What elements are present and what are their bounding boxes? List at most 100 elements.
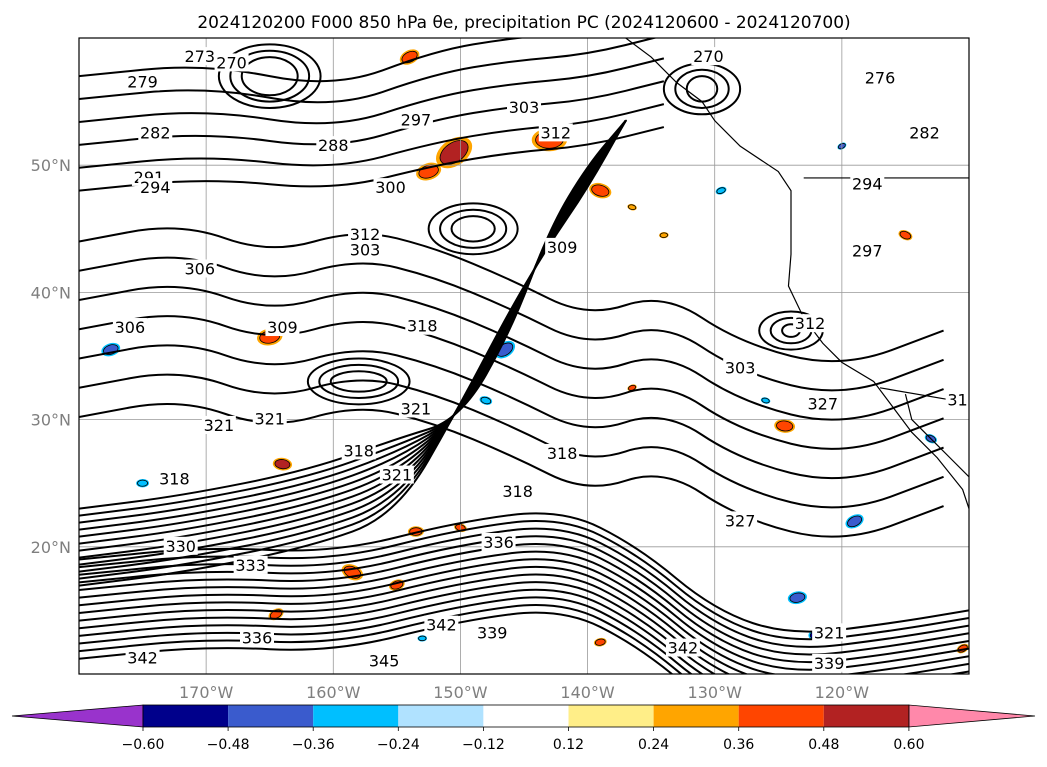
contour-label-bg — [252, 409, 287, 428]
theta-e-contour-closed — [240, 56, 299, 97]
theta-e-contour-line — [79, 588, 704, 674]
contour-label: 321 — [254, 410, 285, 429]
contour-label-bg — [112, 318, 147, 337]
contour-label-bg — [240, 628, 274, 647]
theta-e-contour-line — [79, 120, 627, 587]
latitude-tick-label: 50°N — [31, 156, 71, 175]
contour-label: 336 — [242, 628, 273, 647]
contour-label-bg — [201, 415, 236, 434]
colorbar-extend-high — [908, 704, 1036, 728]
precip-negative-area — [845, 514, 864, 529]
longitude-tick-labels: 170°W 160°W 150°W 140°W 130°W 120°W — [179, 683, 869, 702]
colorbar-tick-label: 0.60 — [893, 737, 924, 753]
contour-label: 318 — [343, 441, 374, 460]
contour-label-bg — [138, 178, 173, 197]
theta-e-contour-closed — [217, 43, 322, 109]
precip-negative-area — [417, 635, 428, 642]
contour-label: 294 — [852, 174, 883, 193]
contour-label-bg — [665, 638, 700, 657]
contour-label: 339 — [477, 623, 508, 642]
gulf-coast-path — [904, 394, 969, 478]
theta-e-contour-line — [79, 550, 969, 671]
theta-e-contour-line — [79, 543, 969, 664]
contour-label-bg — [348, 225, 383, 244]
contour-label: 309 — [547, 238, 578, 257]
precip-positive-area — [627, 203, 637, 211]
contour-label: 315 — [947, 391, 978, 410]
contour-label-bg — [405, 316, 440, 335]
contour-label: 309 — [267, 318, 298, 337]
contour-label-bg — [812, 623, 847, 642]
latitude-tick-labels: 50°N 40°N 30°N 20°N — [31, 156, 71, 557]
precip-negative-area — [760, 397, 771, 404]
colorbar-segment — [228, 705, 314, 727]
colorbar-tick-label: −0.60 — [122, 737, 165, 753]
theta-e-contour-line — [79, 558, 969, 674]
contour-label: 327 — [808, 394, 839, 413]
precip-negative-area — [787, 591, 807, 605]
colorbar-segment — [738, 705, 824, 727]
contour-label: 300 — [375, 178, 406, 197]
contour-label-bg — [945, 390, 969, 409]
contour-label-bg — [812, 653, 847, 672]
latitude-tick-label: 20°N — [31, 538, 71, 557]
theta-e-contour-line — [79, 373, 944, 509]
contour-label-bg — [805, 394, 840, 413]
precip-negative-area — [479, 396, 493, 405]
contour-label: 303 — [509, 98, 540, 117]
contour-label: 318 — [407, 317, 438, 336]
contour-label-bg — [850, 241, 885, 260]
contour-label: 303 — [350, 240, 381, 259]
colorbar-segment — [143, 705, 229, 727]
contour-label: 303 — [725, 359, 756, 378]
theta-e-contour-line — [79, 57, 665, 125]
theta-e-contour-line — [79, 38, 527, 83]
longitude-tick-label: 140°W — [560, 683, 615, 702]
colorbar-segment — [568, 705, 654, 727]
longitude-tick-label: 150°W — [433, 683, 488, 702]
theta-e-contour-line — [79, 565, 969, 674]
contour-label: 321 — [382, 466, 413, 485]
colorbar-tick-label: −0.12 — [462, 737, 505, 753]
theta-e-contour-line — [79, 256, 944, 392]
contour-label-bg — [507, 97, 541, 116]
contour-label: 312 — [350, 225, 381, 244]
contour-label: 336 — [483, 533, 514, 552]
contour-label-bg — [125, 648, 160, 667]
contour-label-bg — [723, 358, 758, 377]
theta-e-contour-closed — [439, 208, 508, 249]
contour-label: 342 — [668, 639, 699, 658]
theta-e-contour-line — [79, 344, 944, 480]
colorbar-segment — [398, 705, 484, 727]
longitude-tick-label: 130°W — [688, 683, 743, 702]
precip-positive-area — [898, 229, 913, 241]
contour-label: 282 — [140, 123, 171, 142]
contour-label: 306 — [185, 260, 216, 279]
contour-label: 270 — [216, 53, 247, 72]
theta-e-contour-closed — [674, 68, 730, 109]
theta-e-contour-closed — [329, 370, 388, 393]
coastline-path — [625, 38, 969, 509]
contour-label-bg — [398, 110, 433, 129]
contour-label-bg — [723, 511, 758, 530]
theta-e-contour-line — [79, 604, 683, 674]
contour-label: 321 — [401, 399, 432, 418]
contour-label: 318 — [502, 482, 533, 501]
theta-e-contour-closed — [450, 215, 496, 243]
colorbar-tick-label: 0.24 — [638, 737, 669, 753]
theta-e-contour-line — [79, 581, 717, 674]
colorbar-tick-label: 0.36 — [723, 737, 754, 753]
contour-label: 342 — [426, 616, 457, 635]
map-frame — [78, 37, 970, 675]
map-area: 2702792732822882912942973003033123123033… — [79, 38, 978, 674]
contour-label: 342 — [127, 649, 158, 668]
contour-label: 279 — [127, 73, 158, 92]
theta-e-contour-line — [79, 227, 944, 363]
contour-label: 312 — [795, 314, 826, 333]
contour-label-bg — [481, 532, 516, 551]
colorbar-tick-label: −0.36 — [292, 737, 335, 753]
theta-e-contour-line — [79, 611, 674, 674]
contour-label: 306 — [115, 318, 146, 337]
contour-label-bg — [545, 237, 580, 256]
contour-label: 345 — [369, 651, 400, 670]
